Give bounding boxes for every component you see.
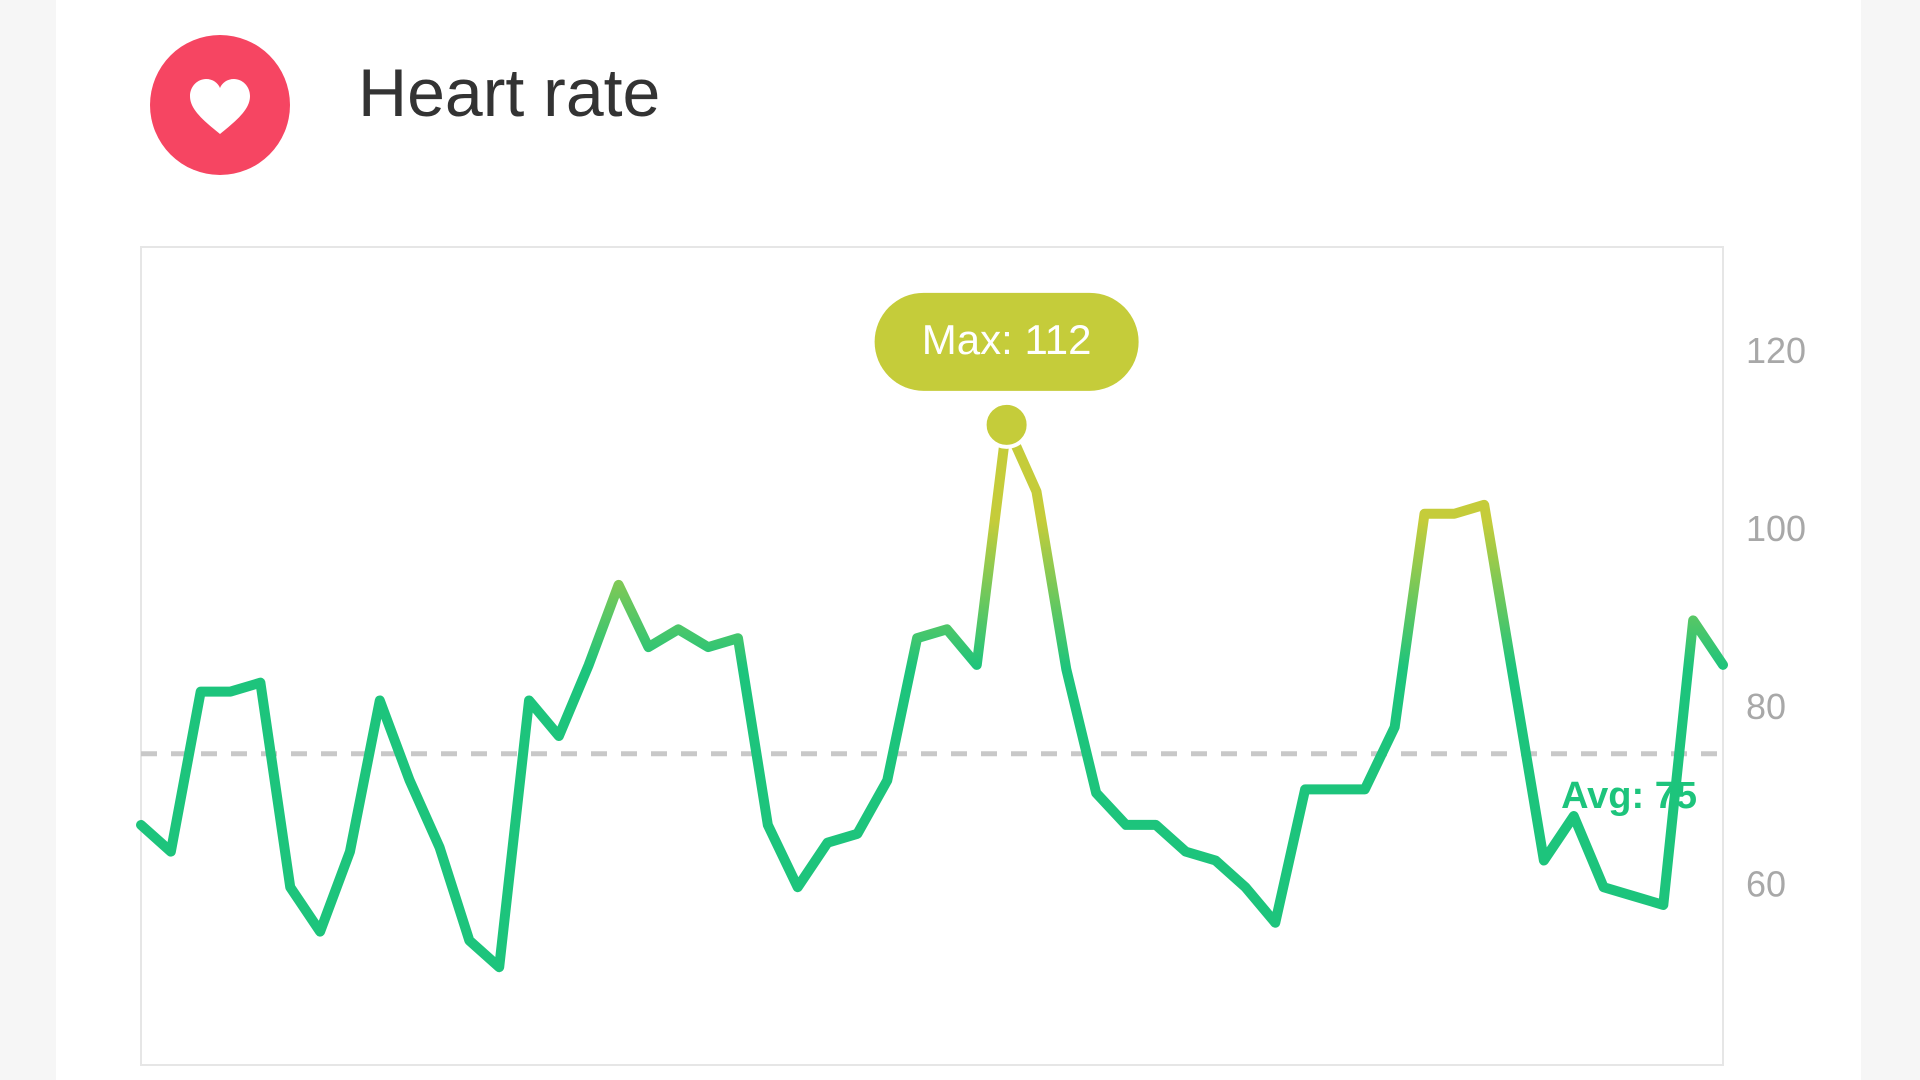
avg-label: Avg: 75 — [1561, 775, 1697, 817]
y-tick-label: 80 — [1746, 686, 1786, 727]
max-bubble — [874, 292, 1139, 391]
heart-icon — [190, 79, 250, 134]
page-title: Heart rate — [358, 55, 660, 131]
y-tick-label: 120 — [1746, 330, 1806, 371]
max-label: Max: 112 — [922, 316, 1092, 363]
card — [56, 0, 1861, 1080]
heart-rate-line — [136, 419, 1728, 973]
y-tick-label: 100 — [1746, 508, 1806, 549]
max-dot — [982, 400, 1031, 449]
y-tick-label: 60 — [1746, 864, 1786, 905]
